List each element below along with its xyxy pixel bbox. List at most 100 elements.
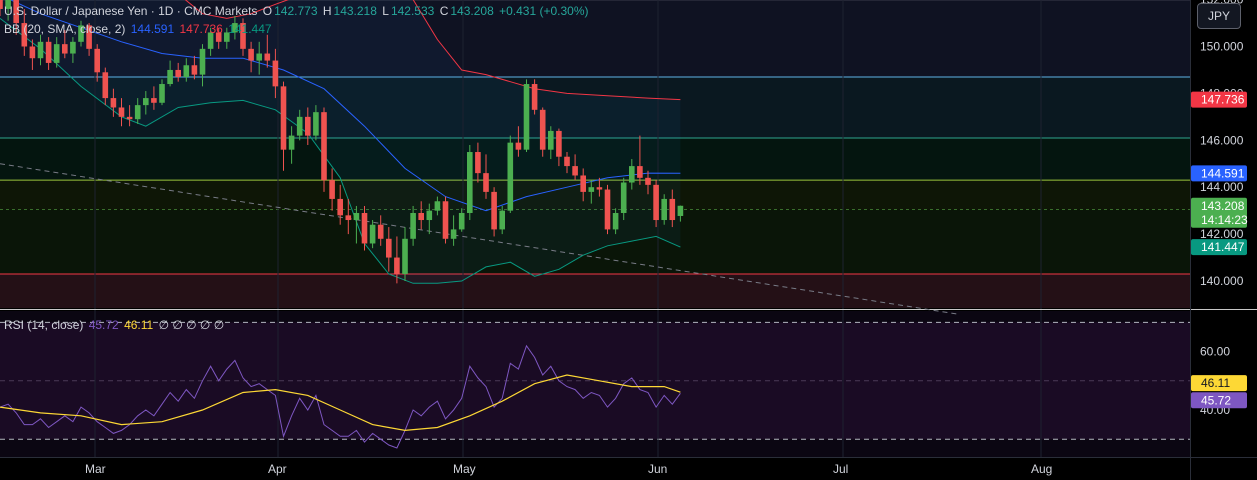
price-axis-value-tag [1191, 165, 1247, 182]
price-zone [0, 0, 1190, 77]
rsi-axis-value-tag [1191, 375, 1247, 392]
candle-body [458, 212, 465, 230]
candle-body [78, 25, 84, 42]
rsi-ma-line [0, 374, 681, 432]
candle-body [118, 107, 125, 117]
candle-body [143, 98, 149, 106]
candle-body [596, 187, 603, 190]
rsi-ma-value: 46.11 [124, 318, 154, 332]
price-zone [0, 76, 1190, 138]
candle-body [37, 41, 44, 59]
candle-body [386, 238, 392, 258]
candle-body [0, 0, 3, 9]
candle-body [450, 229, 457, 239]
rsi-axis-value-tag [1191, 392, 1247, 409]
candle-body [288, 135, 295, 150]
candle-body [272, 60, 279, 87]
candle-body [507, 142, 514, 211]
bollinger-lower-line [0, 18, 681, 284]
candle-body [167, 69, 173, 85]
symbol-legend: U.S. Dollar / Japanese Yen · 1D · CMC Ma… [4, 4, 591, 18]
candle-body [70, 41, 76, 54]
candle-body [353, 212, 360, 221]
price-axis-value-tag [1191, 91, 1247, 108]
price-axis-tick-label: 146.000 [1200, 133, 1244, 147]
candle-body [653, 184, 659, 221]
change-value: +0.431 (+0.30%) [499, 4, 589, 18]
price-axis-value-tag [1191, 197, 1247, 228]
candle-body [629, 166, 635, 183]
bb-upper-value: 147.736 [179, 22, 223, 36]
candle-body [499, 210, 505, 230]
low-label: L [382, 4, 389, 18]
time-axis-tick-label: Apr [268, 462, 287, 476]
rsi-empty-values: ∅ ∅ ∅ ∅ ∅ [158, 318, 225, 332]
time-axis-tick-label: Jul [833, 462, 848, 476]
rsi-value: 45.72 [88, 318, 119, 332]
candle-body [5, 0, 11, 9]
candle-body [240, 23, 246, 49]
candle-body [159, 84, 165, 103]
candle-body [321, 112, 327, 181]
candle-body [434, 201, 441, 211]
currency-button[interactable]: JPY [1197, 3, 1241, 29]
candle-body [539, 109, 546, 150]
bb-label: BB (20, SMA, close, 2) [4, 22, 126, 36]
candle-body [313, 112, 319, 136]
bollinger-upper-line [184, 0, 681, 101]
candle-body [232, 23, 238, 33]
candle-body [556, 130, 562, 157]
price-axis-tick-label: 144.000 [1200, 180, 1244, 194]
candle-body [467, 152, 473, 213]
candle-body [677, 205, 684, 216]
candle-body [305, 116, 311, 136]
symbol-title: U.S. Dollar / Japanese Yen · 1D · CMC Ma… [4, 4, 258, 18]
candle-body [394, 257, 400, 274]
candle-body [580, 175, 586, 192]
candle-body [523, 84, 530, 150]
candle-body [661, 198, 667, 221]
rsi-line [0, 344, 681, 449]
price-zone [0, 137, 1190, 181]
candle-body [483, 173, 489, 192]
bollinger-basis-line [9, 0, 681, 212]
candle-body [256, 53, 262, 61]
close-value: 143.208 [450, 4, 494, 18]
candle-body [94, 48, 100, 73]
candle-body [548, 130, 554, 150]
price-axis-tick-label: 142.000 [1200, 227, 1244, 241]
candle-body [134, 105, 141, 120]
rsi-axis-tick-label: 60.00 [1200, 345, 1230, 359]
price-axis-value-text: 147.736 [1201, 93, 1245, 107]
price-axis-tick-label: 140.000 [1200, 274, 1244, 288]
bb-lower-value: 141.447 [228, 22, 272, 36]
high-value: 143.218 [333, 4, 377, 18]
candle-body [426, 210, 433, 221]
candle-body [361, 212, 368, 244]
candle-body [515, 142, 522, 150]
candle-body [175, 69, 181, 77]
candle-body [215, 32, 222, 42]
candle-body [102, 72, 109, 99]
rsi-legend: RSI (14, close) 45.72 46.11 ∅ ∅ ∅ ∅ ∅ [4, 318, 226, 332]
candle-body [442, 201, 449, 239]
high-label: H [322, 4, 332, 18]
price-zone [0, 209, 1190, 274]
low-value: 142.533 [390, 4, 435, 18]
price-axis-value-tag [1191, 239, 1247, 256]
candle-body [13, 0, 19, 24]
candle-body [207, 32, 214, 49]
price-axis-value-text: 143.208 [1201, 199, 1245, 213]
candle-body [224, 32, 230, 42]
price-axis-value-text: 141.447 [1201, 240, 1245, 254]
candle-body [410, 212, 416, 239]
candle-body [588, 187, 595, 192]
candle-body [531, 84, 538, 110]
candle-body [612, 212, 619, 230]
candle-body [475, 152, 481, 174]
candle-body [645, 177, 651, 185]
candle-body [669, 198, 676, 221]
candle-body [604, 189, 611, 230]
time-axis-tick-label: Mar [85, 462, 106, 476]
